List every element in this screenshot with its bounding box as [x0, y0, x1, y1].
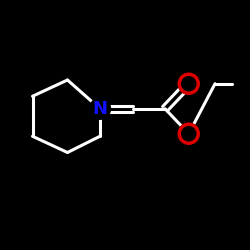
Text: N: N: [92, 100, 108, 118]
Circle shape: [90, 98, 110, 119]
Circle shape: [179, 124, 198, 143]
Circle shape: [178, 123, 199, 144]
Circle shape: [178, 73, 199, 94]
Circle shape: [179, 74, 198, 93]
